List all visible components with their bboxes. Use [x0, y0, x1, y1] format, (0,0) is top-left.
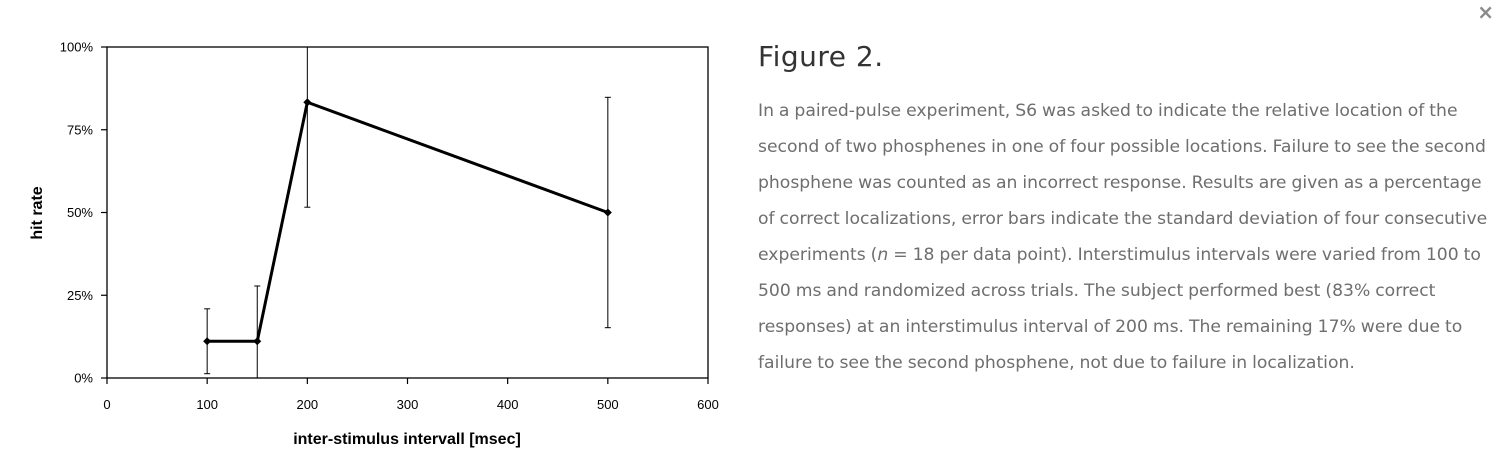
- x-tick-label: 400: [497, 397, 519, 412]
- y-tick-label: 50%: [67, 205, 93, 220]
- x-tick-label: 300: [397, 397, 419, 412]
- x-axis-title: inter-stimulus intervall [msec]: [293, 431, 521, 448]
- series-line-group: [207, 100, 609, 343]
- plot-frame: [106, 46, 709, 379]
- figure-title: Figure 2.: [758, 40, 884, 73]
- y-tick-label: 0%: [74, 371, 93, 386]
- caption-text-part-1: In a paired-pulse experiment, S6 was ask…: [758, 101, 1488, 265]
- data-points: [203, 98, 612, 346]
- data-point-marker: [303, 98, 312, 107]
- x-tick-label: 500: [597, 397, 619, 412]
- x-axis: 0 100 200 300 400 500 600: [103, 378, 719, 412]
- data-point-marker: [253, 337, 262, 346]
- x-tick-label: 600: [697, 397, 719, 412]
- x-tick-label: 0: [103, 397, 110, 412]
- y-tick-label: 100%: [60, 40, 94, 55]
- series-line: [207, 100, 609, 343]
- line-chart: 0% 25% 50% 75% 100% 0 100 200 300 400 500 600 inte…: [29, 40, 719, 449]
- close-icon[interactable]: ×: [1477, 0, 1494, 24]
- y-axis: 0% 25% 50% 75% 100%: [60, 40, 107, 386]
- y-axis-title: hit rate: [29, 186, 46, 239]
- caption-text-part-2: = 18 per data point). Interstimulus inte…: [758, 245, 1481, 373]
- x-tick-label: 200: [296, 397, 318, 412]
- n-symbol: n: [877, 245, 889, 265]
- y-tick-label: 25%: [67, 288, 93, 303]
- y-tick-label: 75%: [67, 122, 93, 137]
- x-tick-label: 100: [196, 397, 218, 412]
- plot-area-border: [106, 46, 709, 379]
- error-bars: [204, 46, 611, 379]
- data-point-marker: [603, 208, 612, 217]
- figure-description: In a paired-pulse experiment, S6 was ask…: [758, 93, 1493, 381]
- data-point-marker: [203, 337, 212, 346]
- figure-caption: Figure 2. In a paired-pulse experiment, …: [758, 40, 1493, 381]
